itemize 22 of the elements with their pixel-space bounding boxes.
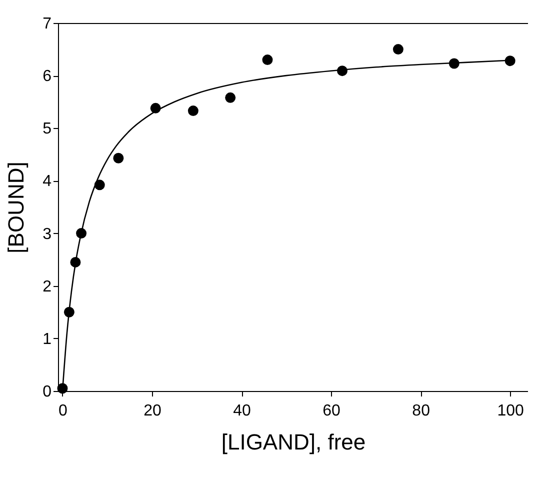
y-tick-label: 0 xyxy=(42,384,52,400)
y-tick-label: 5 xyxy=(42,120,52,138)
x-tick-label: 20 xyxy=(144,402,162,420)
point xyxy=(225,92,236,103)
point xyxy=(504,56,516,66)
y-tick-label: 1 xyxy=(42,330,52,348)
x-tick-label: 80 xyxy=(412,402,430,420)
point xyxy=(262,54,273,66)
point xyxy=(188,106,198,116)
point xyxy=(392,44,404,55)
y-tick-label: 4 xyxy=(42,173,52,190)
point xyxy=(113,152,124,164)
x-tick-label: 100 xyxy=(497,402,524,420)
y-tick-label: 3 xyxy=(42,226,52,243)
x-axis-title: [LIGAND], free xyxy=(221,430,366,454)
y-axis-title: [BOUND] xyxy=(4,162,29,254)
y-tick-label: 7 xyxy=(42,16,52,32)
y-tick-label: 6 xyxy=(42,68,52,86)
x-tick-label: 40 xyxy=(233,402,252,420)
x-tick-label: 60 xyxy=(322,402,341,420)
y-tick-label: 2 xyxy=(42,278,52,296)
x-tick-label: 0 xyxy=(58,402,68,420)
